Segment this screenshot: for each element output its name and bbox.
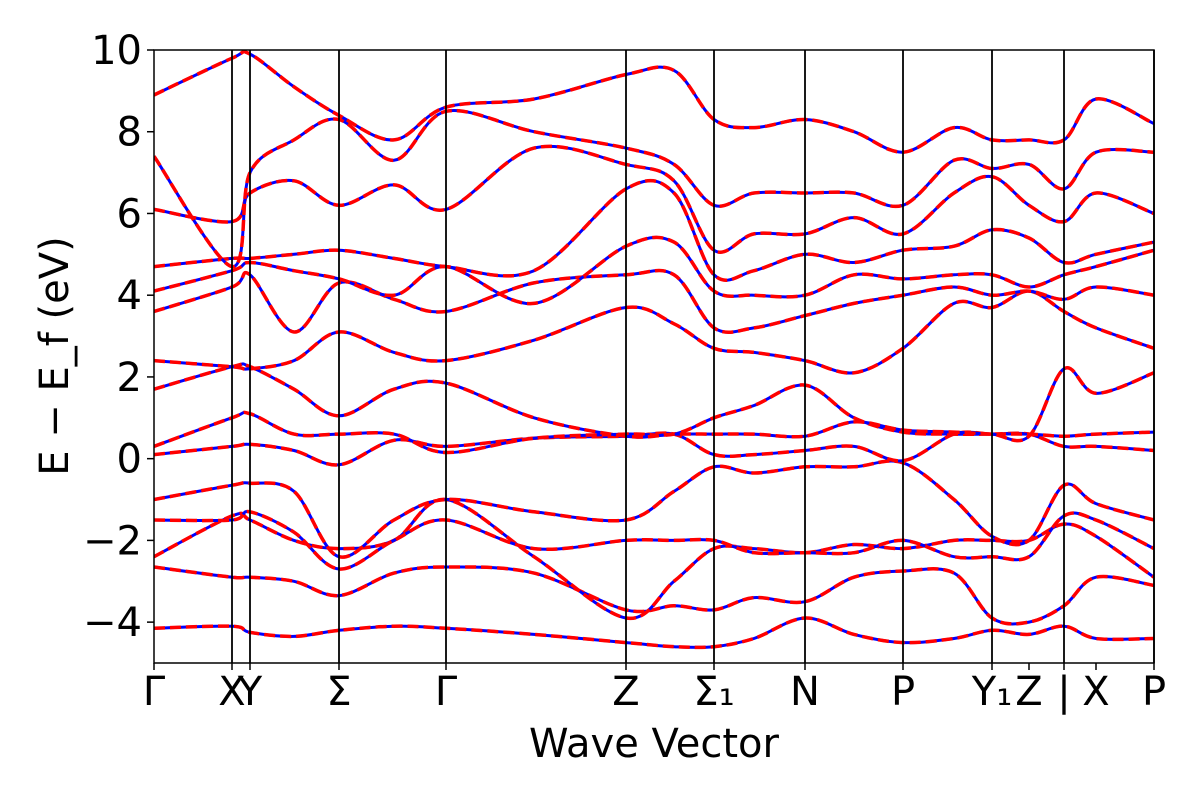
y-tick-label: 6 [117,191,142,237]
band-0-dashed-line [154,616,1154,650]
x-tick-label: X [1082,669,1109,715]
band-6-dashed-line [154,383,1154,455]
y-tick-label: −4 [83,600,142,646]
x-tick-label: Γ [143,669,166,715]
band-14-dashed-line [154,50,1154,154]
x-tick-label: Σ₁ [693,669,734,715]
bands-layer [154,50,1154,650]
band-8-dashed-line [154,289,1154,375]
band-9-dashed-line [154,268,1154,335]
x-tick-label: Z [612,669,639,715]
y-tick-label: 2 [117,355,142,401]
plot-frame [153,49,1155,664]
x-tick-label: P [891,669,915,715]
band-10-dashed-line [154,235,1154,306]
y-axis-ticks: −4 −2 0 2 4 6 8 10 [83,28,154,646]
band-3-dashed-line [154,509,1154,571]
band-13-dashed-line [154,108,1154,269]
y-axis-label: E − E_f (eV) [32,236,78,475]
x-axis-label: Wave Vector [529,721,780,767]
x-tick-label: | [1057,669,1070,715]
x-tick-label: P [1142,669,1166,715]
band-8-solid-line [154,289,1154,375]
x-tick-label: Γ [435,669,458,715]
x-tick-label: Y [237,669,263,715]
band-1-solid-line [154,565,1154,626]
band-12-dashed-line [154,144,1154,254]
x-axis-ticks: Γ XY Σ Γ Z Σ₁ N P Y₁ Z | X P [143,663,1166,715]
y-tick-label: −2 [83,518,142,564]
x-tick-label: Σ [326,669,351,715]
band-11-dashed-line [154,179,1154,282]
band-1-dashed-line [154,565,1154,626]
x-tick-label: Y₁ [971,669,1012,715]
y-tick-label: 4 [117,273,142,319]
y-tick-label: 8 [117,110,142,156]
y-tick-label: 10 [91,28,142,74]
x-tick-label: N [790,669,820,715]
band-7-dashed-line [154,362,1154,443]
band-13-solid-line [154,109,1154,269]
x-tick-label: X [218,669,245,715]
band-4-dashed-line [154,459,1154,559]
y-tick-label: 0 [117,437,142,483]
band-7-solid-line [154,362,1154,443]
x-tick-label: Z [1015,669,1042,715]
